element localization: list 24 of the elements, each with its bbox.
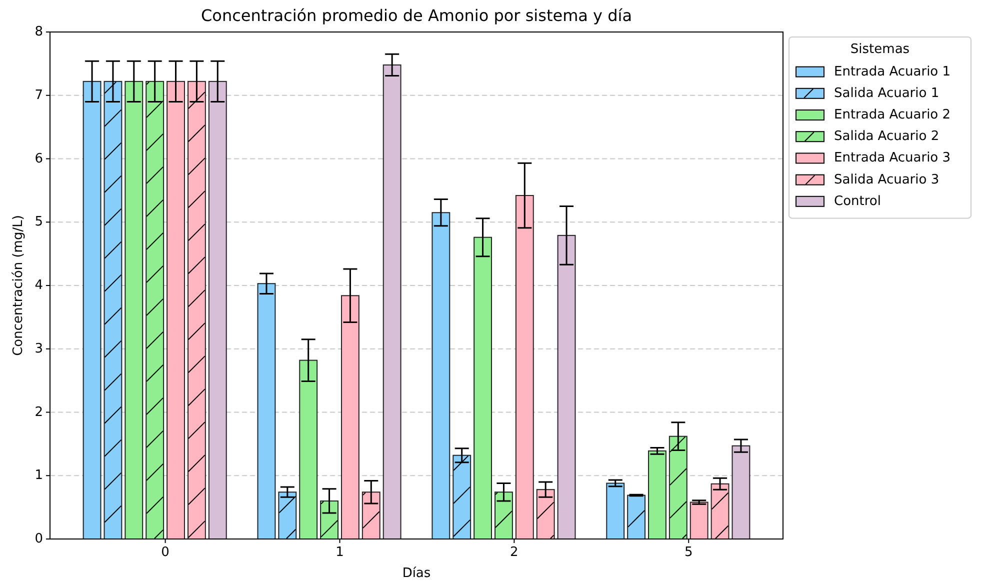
legend-title: Sistemas <box>850 42 910 57</box>
x-tick-label: 2 <box>510 545 518 560</box>
legend-label: Salida Acuario 1 <box>834 86 940 101</box>
y-tick-label: 6 <box>34 151 43 166</box>
y-tick-label: 5 <box>34 214 43 230</box>
x-axis-title: Días <box>402 566 431 581</box>
y-tick-label: 0 <box>34 532 43 546</box>
y-tick-label: 2 <box>34 404 43 420</box>
chart-title: Concentración promedio de Amonio por sistema y día <box>200 6 632 25</box>
y-tick-label: 8 <box>34 24 43 40</box>
y-tick-label: 7 <box>34 88 43 103</box>
x-tick-label: 0 <box>161 545 170 560</box>
x-tick-label: 1 <box>336 545 344 560</box>
legend-label: Salida Acuario 2 <box>834 129 940 144</box>
y-axis-title: Concentración (mg/L) <box>11 215 26 356</box>
y-tick-label: 1 <box>34 468 43 484</box>
legend-label: Entrada Acuario 3 <box>834 150 951 166</box>
legend-label: Entrada Acuario 2 <box>834 108 951 122</box>
legend-label: Control <box>834 194 881 209</box>
y-tick-label: 3 <box>34 341 43 356</box>
legend-label: Salida Acuario 3 <box>834 172 940 188</box>
y-tick-label: 4 <box>34 278 43 293</box>
x-tick-label: 5 <box>684 545 693 560</box>
legend-label: Entrada Acuario 1 <box>834 64 951 80</box>
